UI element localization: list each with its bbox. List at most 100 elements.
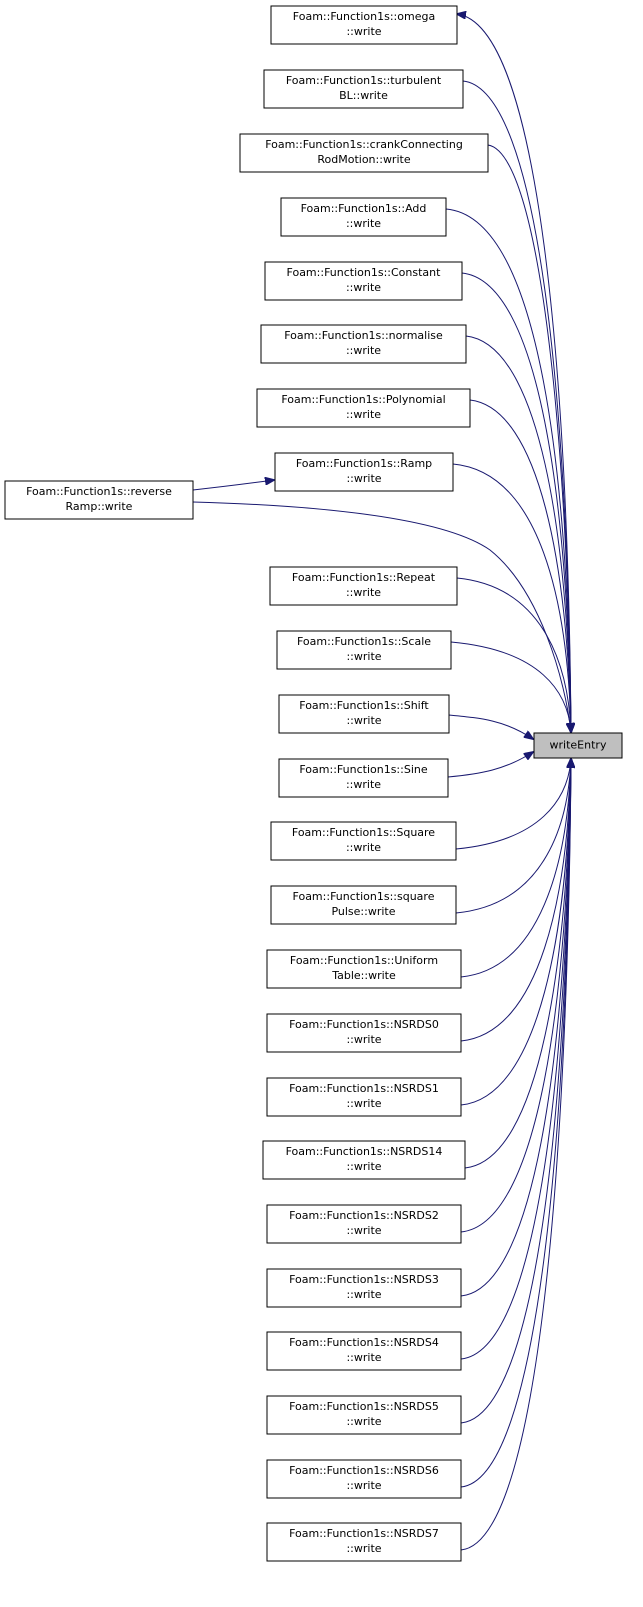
node-label: Foam::Function1s::NSRDS6 <box>289 1464 439 1477</box>
node-box <box>270 885 457 925</box>
node-label: Foam::Function1s::Shift <box>299 699 429 712</box>
node-box <box>278 694 450 734</box>
node-box <box>266 1077 462 1117</box>
edge <box>447 752 533 778</box>
node-label: ::write <box>346 408 381 421</box>
edge <box>455 759 571 850</box>
edge <box>465 335 571 732</box>
node-box <box>266 1459 462 1499</box>
edge <box>460 759 571 1297</box>
edge <box>469 399 571 732</box>
node-box <box>269 566 458 606</box>
edge <box>445 208 571 732</box>
node-box <box>264 261 463 301</box>
node-label: Foam::Function1s::Add <box>301 202 427 215</box>
edge <box>460 759 571 978</box>
node-label: ::write <box>346 1033 381 1046</box>
node-label: Foam::Function1s::Uniform <box>290 954 438 967</box>
node-label: Foam::Function1s::NSRDS1 <box>289 1082 439 1095</box>
node-label: Foam::Function1s::square <box>293 890 435 903</box>
node-label: ::write <box>346 1479 381 1492</box>
node-label: Foam::Function1s::Constant <box>287 266 442 279</box>
node-label: Foam::Function1s::Ramp <box>296 457 432 470</box>
node-label: Foam::Function1s::turbulent <box>286 74 442 87</box>
node-label: ::write <box>346 841 381 854</box>
node-label: ::write <box>346 217 381 230</box>
node-label: ::write <box>346 1288 381 1301</box>
node-box <box>239 133 489 173</box>
node-box <box>262 1140 466 1180</box>
node-label: ::write <box>346 778 381 791</box>
edge <box>460 759 571 1106</box>
node-label: Foam::Function1s::reverse <box>26 485 172 498</box>
node-label: Ramp::write <box>66 500 133 513</box>
node-label: ::write <box>346 344 381 357</box>
node-label: ::write <box>346 1351 381 1364</box>
edge <box>461 272 571 732</box>
target-box <box>533 732 623 759</box>
node-label: RodMotion::write <box>317 153 410 166</box>
edge <box>456 577 571 732</box>
node-label: Pulse::write <box>331 905 395 918</box>
node-label: Foam::Function1s::Square <box>292 826 435 839</box>
node-box <box>270 5 458 45</box>
node-label: Foam::Function1s::NSRDS14 <box>286 1145 443 1158</box>
node-box <box>278 758 449 798</box>
edge <box>192 501 571 732</box>
edges <box>192 14 571 1551</box>
node-box <box>256 388 471 428</box>
node-box <box>266 1331 462 1371</box>
node-label: Foam::Function1s::NSRDS2 <box>289 1209 439 1222</box>
node-box <box>266 1522 462 1562</box>
edge <box>462 80 571 732</box>
node-label: ::write <box>346 714 381 727</box>
node-label: Foam::Function1s::NSRDS3 <box>289 1273 439 1286</box>
node-box <box>280 197 447 237</box>
node-label: ::write <box>346 472 381 485</box>
node-label: Table::write <box>331 969 396 982</box>
node-label: Foam::Function1s::Sine <box>299 763 427 776</box>
node-box <box>266 1013 462 1053</box>
edge <box>192 480 274 491</box>
edge <box>448 714 533 739</box>
node-label: Foam::Function1s::normalise <box>284 329 443 342</box>
edge <box>460 759 571 1360</box>
node-label: ::write <box>346 1160 381 1173</box>
node-label: ::write <box>346 1097 381 1110</box>
node-label: ::write <box>346 281 381 294</box>
node-label: Foam::Function1s::NSRDS4 <box>289 1336 439 1349</box>
target-label: writeEntry <box>550 739 607 752</box>
node-box <box>274 452 454 492</box>
node-label: Foam::Function1s::omega <box>293 10 435 23</box>
node-box <box>266 949 462 989</box>
edge <box>450 641 571 732</box>
node-box <box>266 1395 462 1435</box>
edge <box>487 144 571 732</box>
node-label: BL::write <box>339 89 388 102</box>
node-box <box>270 821 457 861</box>
node-label: Foam::Function1s::Polynomial <box>281 393 445 406</box>
edge <box>460 759 571 1551</box>
edge <box>460 759 571 1042</box>
node-label: Foam::Function1s::crankConnecting <box>265 138 463 151</box>
edge <box>455 759 571 914</box>
node-box <box>260 324 467 364</box>
node-label: ::write <box>346 1224 381 1237</box>
nodes: writeEntry Foam::Function1s::omega::write… <box>4 5 623 1562</box>
node-box <box>263 69 464 109</box>
edge <box>452 463 571 732</box>
node-box <box>276 630 452 670</box>
node-label: Foam::Function1s::NSRDS5 <box>289 1400 439 1413</box>
node-label: ::write <box>346 1542 381 1555</box>
edge <box>460 759 571 1233</box>
node-label: Foam::Function1s::NSRDS7 <box>289 1527 439 1540</box>
edge <box>457 14 571 732</box>
node-label: ::write <box>346 1415 381 1428</box>
node-label: Foam::Function1s::Scale <box>297 635 431 648</box>
node-label: ::write <box>346 650 381 663</box>
edge <box>464 759 571 1169</box>
node-label: Foam::Function1s::NSRDS0 <box>289 1018 439 1031</box>
node-box <box>266 1268 462 1308</box>
node-box <box>4 480 194 520</box>
